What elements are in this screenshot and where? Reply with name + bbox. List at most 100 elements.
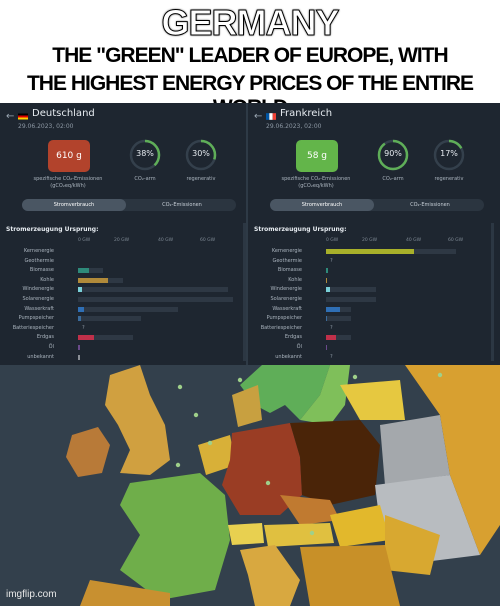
belarus-region (380, 415, 450, 485)
source-bar (326, 306, 340, 312)
renewable-caption: regenerativ (434, 176, 464, 182)
co2-free-caption: CO₂-arm (382, 176, 404, 182)
source-bar (78, 354, 80, 360)
source-label: Pumpspeicher (266, 315, 302, 322)
source-row: Windenergie (4, 286, 244, 293)
source-row: Öl (252, 344, 492, 351)
axis-tick: 60 GW (448, 238, 464, 243)
source-label: Erdgas (284, 334, 302, 341)
back-arrow-icon[interactable]: ← (254, 111, 263, 122)
renewable-value: 30% (192, 149, 210, 158)
source-track (78, 306, 178, 312)
tab-stromverbrauch[interactable]: Stromverbrauch (22, 199, 126, 211)
meme-subtitle-line1: THE "GREEN" LEADER OF EUROPE, WITH (52, 44, 448, 67)
source-label: Batteriespeicher (260, 324, 302, 331)
co2-intensity-value: 610 g (56, 151, 82, 161)
source-label: Pumpspeicher (18, 315, 54, 322)
source-track (78, 287, 228, 293)
scrollbar[interactable] (243, 223, 246, 361)
source-track (78, 268, 103, 274)
tab-co2-emissionen[interactable]: CO₂-Emissionen (162, 202, 202, 208)
renewable-arc (433, 139, 465, 171)
renewable-arc (185, 139, 217, 171)
source-bar (78, 306, 84, 312)
co2-intensity-badge: 58 g (296, 140, 338, 172)
co2-free-arc (377, 139, 409, 171)
source-label: unbekannt (27, 353, 54, 360)
country-panel-germany: ← Deutschland 29.06.2023, 02:00 610 g 38… (4, 103, 246, 365)
romania-region (385, 515, 440, 575)
source-bar (78, 277, 108, 283)
country-panel-france: ← Frankreich 29.06.2023, 02:00 58 g 90% … (252, 103, 494, 365)
view-tabs: Stromverbrauch CO₂-Emissionen (270, 199, 484, 211)
renewable-gauge: 30% (184, 138, 218, 172)
source-row: Batteriespeicher? (4, 325, 244, 332)
source-label: Biomasse (277, 267, 302, 274)
meme-caption: GERMANY THE "GREEN" LEADER OF EUROPE, WI… (0, 0, 500, 119)
source-bar (326, 249, 414, 254)
balkans-region (300, 545, 400, 606)
tab-co2-emissionen[interactable]: CO₂-Emissionen (410, 202, 450, 208)
imgflip-watermark: imgflip.com (6, 589, 57, 600)
ireland-region (66, 427, 110, 477)
source-row: Öl (4, 344, 244, 351)
source-row: Pumpspeicher (4, 315, 244, 322)
poland-region (290, 420, 380, 505)
denmark-region (232, 385, 262, 427)
source-bar (78, 316, 81, 322)
co2-free-gauge: 90% (376, 138, 410, 172)
source-row: Batteriespeicher? (252, 325, 492, 332)
benelux-region (198, 435, 236, 475)
country-name: Frankreich (280, 108, 333, 119)
back-arrow-icon[interactable]: ← (6, 111, 15, 122)
source-label: Kernenergie (23, 248, 54, 254)
axis-tick: 0 GW (78, 238, 91, 243)
germany-flag-icon (18, 113, 28, 120)
co2-free-gauge: 38% (128, 138, 162, 172)
source-track (326, 335, 351, 341)
switzerland-region (228, 523, 264, 545)
map-svg (0, 365, 500, 606)
section-title: Stromerzeugung Ursprung: (254, 226, 347, 233)
source-track (326, 287, 376, 293)
source-label: Batteriespeicher (12, 324, 54, 331)
hungary-region (330, 505, 390, 547)
source-row: Erdgas (252, 334, 492, 341)
source-bar (78, 287, 82, 293)
france-flag-icon (266, 113, 276, 120)
source-bar (78, 268, 90, 274)
axis-tick: 40 GW (406, 238, 422, 243)
france-region (120, 473, 230, 600)
unknown-marker: ? (82, 324, 85, 331)
section-title: Stromerzeugung Ursprung: (6, 226, 99, 233)
source-bar (326, 345, 328, 350)
renewable-gauge: 17% (432, 138, 466, 172)
timestamp: 29.06.2023, 02:00 (18, 123, 74, 130)
source-row: Biomasse (252, 267, 492, 274)
source-track (78, 335, 133, 341)
co2-free-caption: CO₂-arm (134, 176, 156, 182)
source-track (78, 316, 141, 322)
source-row: Kohle (4, 277, 244, 284)
source-row: Biomasse (4, 267, 244, 274)
source-bar (326, 316, 328, 322)
source-track (78, 277, 123, 283)
unknown-marker: ? (330, 324, 333, 331)
source-track (78, 297, 233, 302)
source-label: unbekannt (275, 353, 302, 360)
view-tabs: Stromverbrauch CO₂-Emissionen (22, 199, 236, 211)
europe-co2-map[interactable] (0, 365, 500, 606)
axis-tick: 0 GW (326, 238, 339, 243)
source-track (326, 316, 351, 322)
source-track (326, 306, 351, 312)
source-row: Wasserkraft (252, 306, 492, 313)
scrollbar[interactable] (491, 223, 494, 361)
iberia-region (80, 580, 170, 606)
unknown-marker: ? (330, 257, 333, 264)
source-row: Wasserkraft (4, 306, 244, 313)
source-row: Solarenergie (4, 296, 244, 303)
tab-stromverbrauch[interactable]: Stromverbrauch (270, 199, 374, 211)
axis-tick: 20 GW (114, 238, 130, 243)
source-row: Kernenergie (252, 248, 492, 255)
source-track (326, 249, 456, 254)
